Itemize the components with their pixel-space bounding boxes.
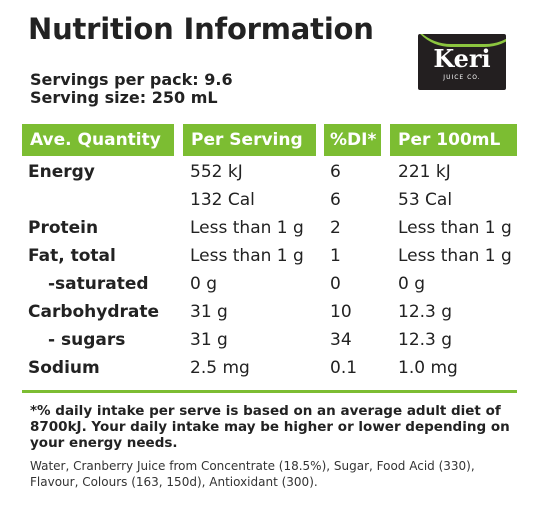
daily-intake-footnote: *% daily intake per serve is based on an… (30, 403, 510, 451)
per-100ml-value: Less than 1 g (398, 218, 512, 238)
servings-per-pack: Servings per pack: 9.6 (30, 70, 233, 89)
page-title: Nutrition Information (28, 12, 374, 46)
table-row: Energy 552 kJ 6 221 kJ (0, 158, 537, 186)
per-100ml-value: Less than 1 g (398, 246, 512, 266)
per-serving-value: Less than 1 g (190, 246, 304, 266)
brand-logo: Keri JUICE CO. (418, 34, 506, 90)
per-serving-value: 0 g (190, 274, 218, 294)
per-serving-value: 132 Cal (190, 190, 255, 210)
serving-info: Servings per pack: 9.6 Serving size: 250… (30, 71, 233, 107)
per-serving-value: 2.5 mg (190, 358, 250, 378)
row-label: Sodium (28, 358, 100, 378)
logo-brand-text: Keri (433, 44, 491, 73)
per-100ml-value: 12.3 g (398, 330, 453, 350)
di-value: 6 (330, 190, 341, 210)
table-row: -saturated 0 g 0 0 g (0, 270, 537, 298)
di-value: 10 (330, 302, 352, 322)
di-value: 1 (330, 246, 341, 266)
serving-size: Serving size: 250 mL (30, 88, 218, 107)
di-value: 2 (330, 218, 341, 238)
header-di: %DI* (324, 124, 381, 156)
header-per-100ml: Per 100mL (390, 124, 517, 156)
di-value: 0.1 (330, 358, 358, 378)
per-100ml-value: 1.0 mg (398, 358, 458, 378)
divider (22, 390, 517, 393)
logo-subtitle: JUICE CO. (443, 74, 481, 81)
row-label: Carbohydrate (28, 302, 160, 322)
ingredients-list: Water, Cranberry Juice from Concentrate … (30, 459, 475, 489)
row-label: Energy (28, 162, 95, 182)
table-row: Protein Less than 1 g 2 Less than 1 g (0, 214, 537, 242)
header-ave-quantity: Ave. Quantity (22, 124, 174, 156)
per-100ml-value: 221 kJ (398, 162, 451, 182)
per-serving-value: Less than 1 g (190, 218, 304, 238)
row-label: - sugars (48, 330, 126, 350)
row-label: Fat, total (28, 246, 116, 266)
table-row: Fat, total Less than 1 g 1 Less than 1 g (0, 242, 537, 270)
table-row: - sugars 31 g 34 12.3 g (0, 326, 537, 354)
per-serving-value: 31 g (190, 330, 228, 350)
di-value: 0 (330, 274, 341, 294)
header-per-serving: Per Serving (183, 124, 316, 156)
nutrition-table: Energy 552 kJ 6 221 kJ 132 Cal 6 53 Cal … (0, 158, 537, 382)
row-label: Protein (28, 218, 99, 238)
per-serving-value: 552 kJ (190, 162, 243, 182)
table-row: Sodium 2.5 mg 0.1 1.0 mg (0, 354, 537, 382)
logo-swoosh (418, 34, 506, 47)
table-row: 132 Cal 6 53 Cal (0, 186, 537, 214)
per-serving-value: 31 g (190, 302, 228, 322)
row-label: -saturated (48, 274, 149, 294)
per-100ml-value: 12.3 g (398, 302, 453, 322)
di-value: 34 (330, 330, 352, 350)
table-row: Carbohydrate 31 g 10 12.3 g (0, 298, 537, 326)
per-100ml-value: 0 g (398, 274, 426, 294)
per-100ml-value: 53 Cal (398, 190, 453, 210)
di-value: 6 (330, 162, 341, 182)
